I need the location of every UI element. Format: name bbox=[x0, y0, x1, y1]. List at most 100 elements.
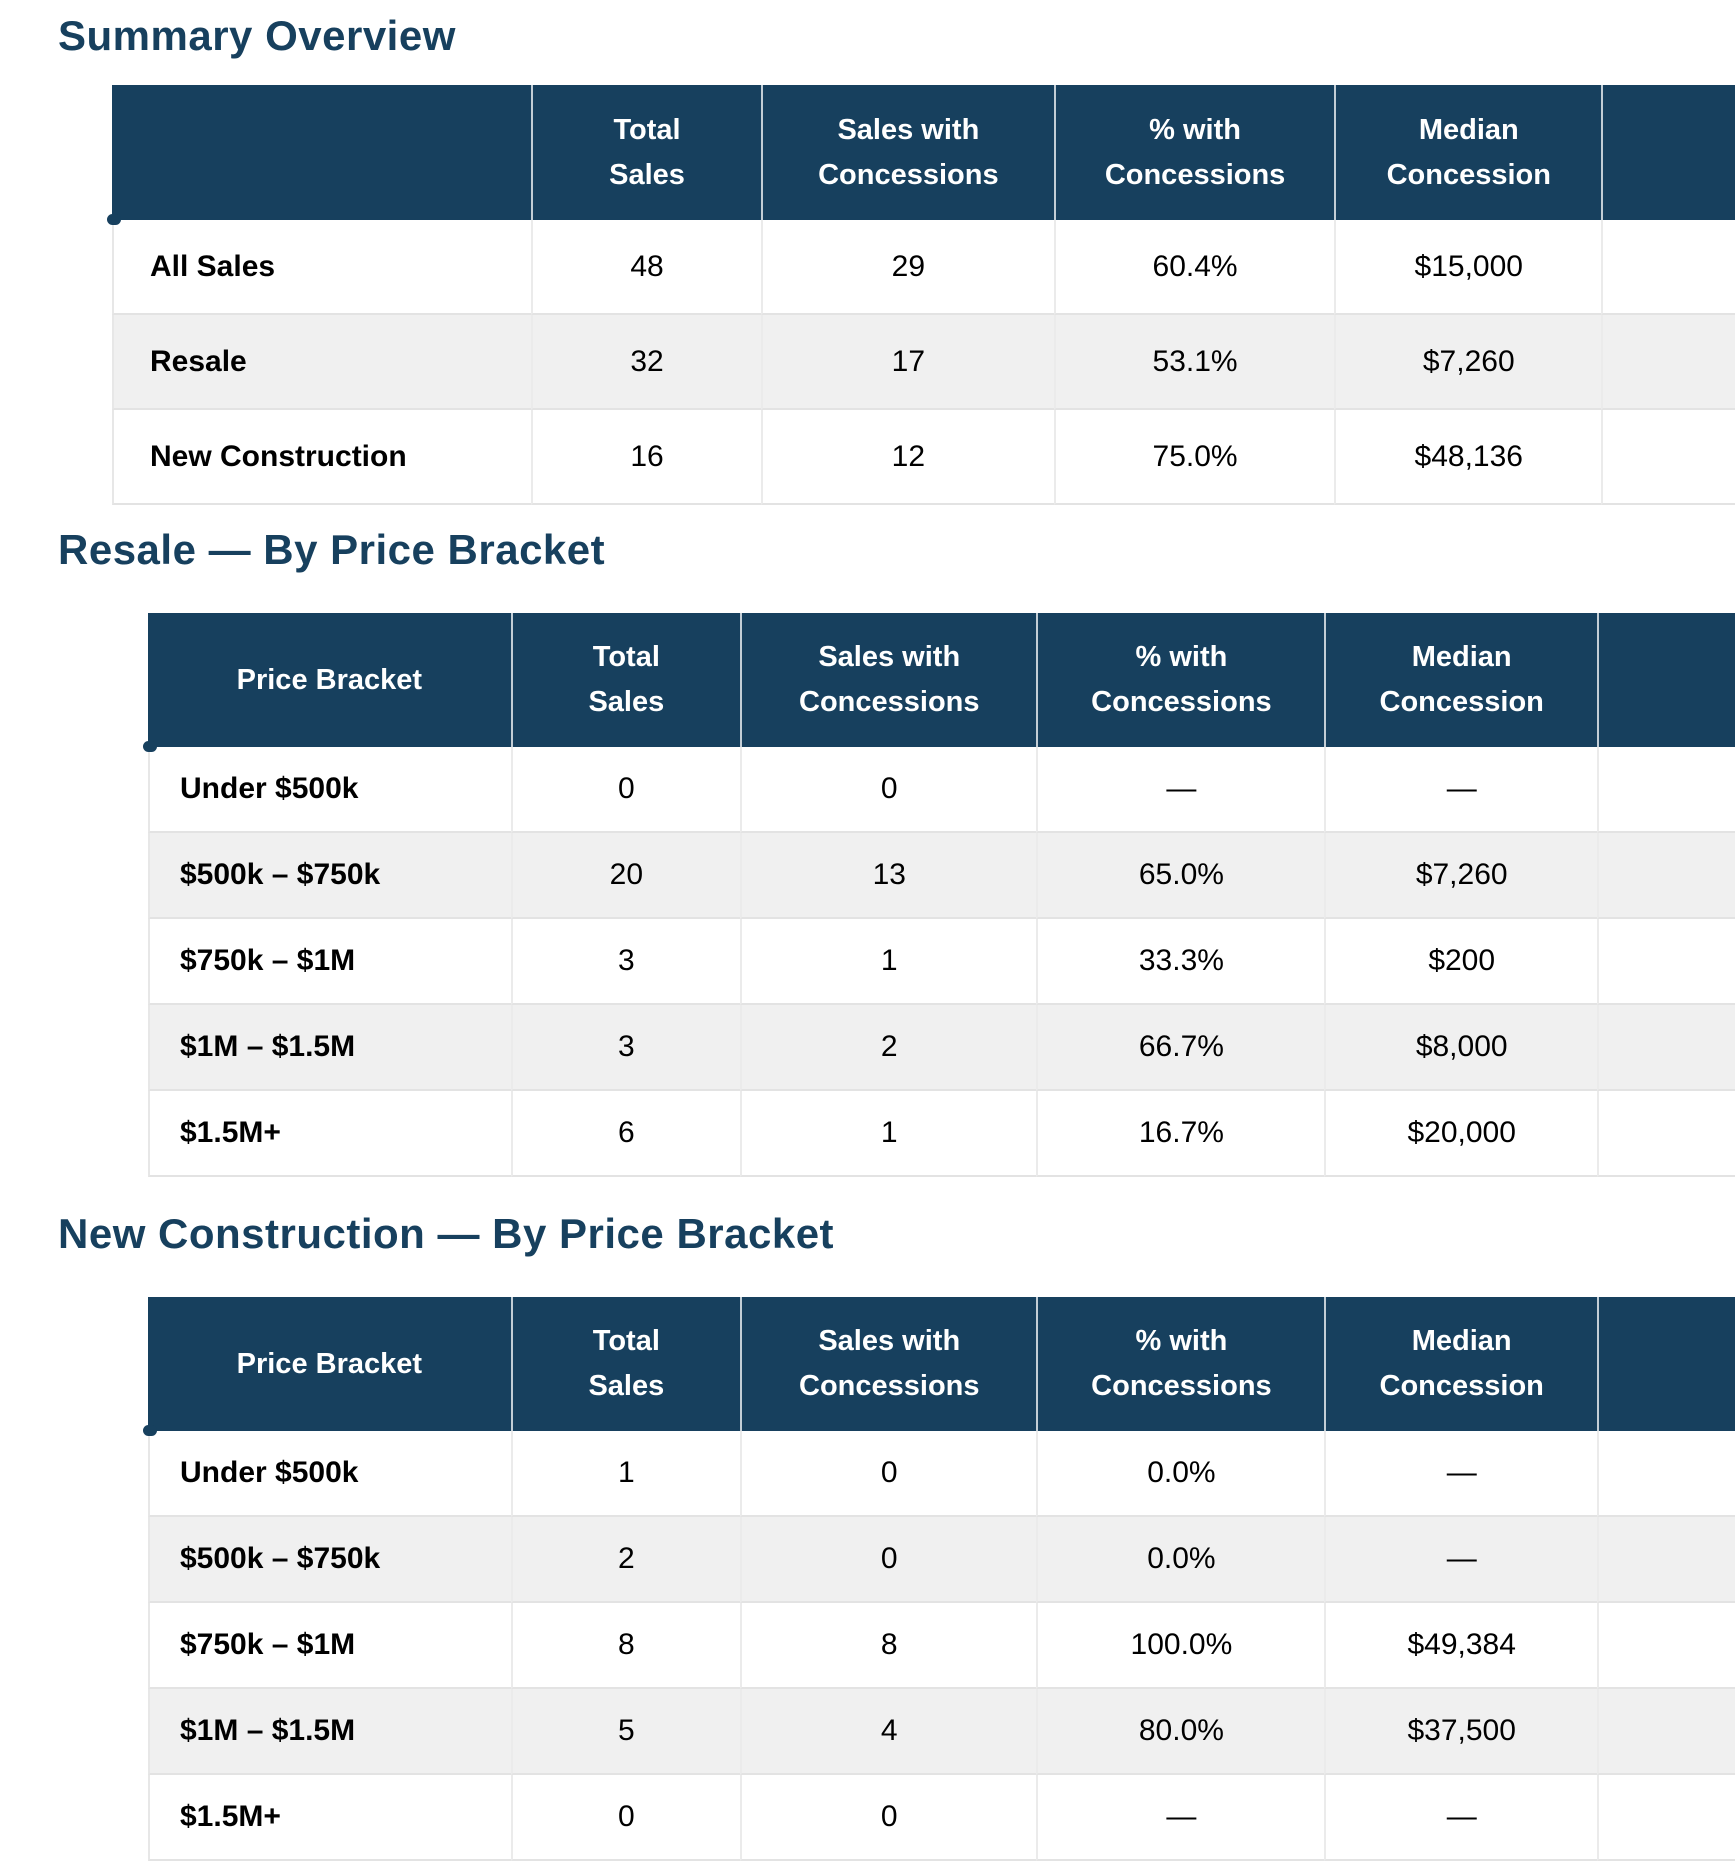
row-label-cell: $750k – $1M bbox=[148, 1603, 511, 1689]
column-header-price-bracket: Price Bracket bbox=[143, 1297, 511, 1436]
table-row: $750k – $1M 8 8 100.0% $49,384 bbox=[148, 1603, 1735, 1689]
header-line: Concession bbox=[1386, 158, 1551, 191]
value-cell-cutoff bbox=[1597, 1517, 1735, 1603]
value-cell: 0 bbox=[740, 1431, 1037, 1517]
table-row: Under $500k 0 0 — — bbox=[148, 747, 1735, 833]
value-cell: $8,000 bbox=[1324, 1005, 1598, 1091]
column-header-sales-with-concessions: Sales with Concessions bbox=[740, 613, 1037, 747]
column-header-cutoff bbox=[1597, 613, 1735, 747]
value-cell: 6 bbox=[510, 1091, 741, 1177]
row-label-cell: All Sales bbox=[112, 220, 532, 315]
value-cell-cutoff bbox=[1597, 1603, 1735, 1689]
value-cell-cutoff bbox=[1597, 1005, 1735, 1091]
header-line: Concession bbox=[1379, 1370, 1544, 1402]
table-row: Resale 32 17 53.1% $7,260 bbox=[112, 315, 1735, 410]
header-line: Price Bracket bbox=[236, 663, 423, 696]
new-construction-table-head: Price Bracket Total Sales Sales with Conce… bbox=[143, 1297, 1735, 1436]
column-header-cutoff bbox=[1597, 1297, 1735, 1431]
value-cell: 1 bbox=[740, 919, 1037, 1005]
value-cell: 16.7% bbox=[1036, 1091, 1325, 1177]
header-line: Sales bbox=[609, 158, 685, 191]
value-cell: 0 bbox=[510, 1775, 741, 1861]
header-line: Sales with bbox=[837, 113, 980, 146]
value-cell: 0.0% bbox=[1036, 1517, 1325, 1603]
section-title-resale: Resale — By Price Bracket bbox=[58, 526, 606, 573]
value-cell: 5 bbox=[510, 1689, 741, 1775]
table-row: $1M – $1.5M 3 2 66.7% $8,000 bbox=[148, 1005, 1735, 1091]
value-cell: 3 bbox=[510, 1005, 741, 1091]
column-header-total-sales: Total Sales bbox=[510, 613, 741, 747]
new-construction-table: Price Bracket Total Sales Sales with Conce… bbox=[143, 1297, 1735, 1861]
column-header-pct-with-concessions: % with Concessions bbox=[1036, 1297, 1325, 1431]
value-cell-cutoff bbox=[1597, 1689, 1735, 1775]
value-cell: $37,500 bbox=[1324, 1689, 1598, 1775]
value-cell: — bbox=[1324, 747, 1598, 833]
row-label-cell: $750k – $1M bbox=[148, 919, 511, 1005]
value-cell: 100.0% bbox=[1036, 1603, 1325, 1689]
value-cell: 48 bbox=[531, 220, 761, 315]
summary-table-container: Total Sales Sales with Concessions % with C… bbox=[106, 85, 1735, 505]
header-line: Total bbox=[613, 113, 681, 146]
value-cell: 66.7% bbox=[1036, 1005, 1325, 1091]
header-line: Sales with bbox=[818, 641, 961, 673]
table-row: Under $500k 1 0 0.0% — bbox=[148, 1431, 1735, 1517]
value-cell: — bbox=[1036, 1775, 1325, 1861]
resale-table: Price Bracket Total Sales Sales with Conce… bbox=[143, 613, 1735, 1177]
row-label-cell: New Construction bbox=[112, 410, 532, 505]
value-cell: — bbox=[1036, 747, 1325, 833]
value-cell: 4 bbox=[740, 1689, 1037, 1775]
row-label-cell: Under $500k bbox=[148, 747, 511, 833]
header-line: Median bbox=[1418, 113, 1519, 146]
value-cell-cutoff bbox=[1597, 747, 1735, 833]
value-cell: 29 bbox=[760, 220, 1054, 315]
column-header-median-concession: Median Concession bbox=[1334, 85, 1602, 220]
header-line: Concessions bbox=[1104, 158, 1286, 191]
column-header-sales-with-concessions: Sales with Concessions bbox=[740, 1297, 1037, 1431]
value-cell: 1 bbox=[510, 1431, 741, 1517]
column-header-pct-with-concessions: % with Concessions bbox=[1053, 85, 1335, 220]
value-cell: $15,000 bbox=[1334, 220, 1602, 315]
value-cell: 75.0% bbox=[1053, 410, 1335, 505]
value-cell-cutoff bbox=[1601, 315, 1735, 410]
header-line: Median bbox=[1411, 641, 1512, 673]
resale-table-container: Price Bracket Total Sales Sales with Conce… bbox=[143, 613, 1735, 1177]
value-cell-cutoff bbox=[1601, 410, 1735, 505]
table-row: $1.5M+ 6 1 16.7% $20,000 bbox=[148, 1091, 1735, 1177]
row-label-cell: Under $500k bbox=[148, 1431, 511, 1517]
summary-table: Total Sales Sales with Concessions % with C… bbox=[106, 85, 1735, 505]
section-title-summary: Summary Overview bbox=[58, 12, 456, 59]
column-header-blank bbox=[106, 85, 532, 225]
value-cell-cutoff bbox=[1597, 1775, 1735, 1861]
value-cell: 60.4% bbox=[1053, 220, 1335, 315]
value-cell: 80.0% bbox=[1036, 1689, 1325, 1775]
value-cell: $49,384 bbox=[1324, 1603, 1598, 1689]
column-header-total-sales: Total Sales bbox=[510, 1297, 741, 1431]
header-line: Concessions bbox=[1091, 686, 1272, 718]
column-header-median-concession: Median Concession bbox=[1324, 1297, 1598, 1431]
value-cell: 3 bbox=[510, 919, 741, 1005]
table-row: $500k – $750k 2 0 0.0% — bbox=[148, 1517, 1735, 1603]
header-line: % with bbox=[1149, 113, 1241, 146]
value-cell: 8 bbox=[510, 1603, 741, 1689]
value-cell: 0.0% bbox=[1036, 1431, 1325, 1517]
table-row: $750k – $1M 3 1 33.3% $200 bbox=[148, 919, 1735, 1005]
value-cell: 65.0% bbox=[1036, 833, 1325, 919]
value-cell-cutoff bbox=[1597, 833, 1735, 919]
column-header-cutoff bbox=[1601, 85, 1735, 220]
header-line: Sales with bbox=[818, 1325, 961, 1357]
row-label-cell: $500k – $750k bbox=[148, 833, 511, 919]
value-cell: 1 bbox=[740, 1091, 1037, 1177]
value-cell: $7,260 bbox=[1334, 315, 1602, 410]
header-line: Price Bracket bbox=[236, 1347, 423, 1380]
value-cell-cutoff bbox=[1601, 220, 1735, 315]
row-label-cell: $1M – $1.5M bbox=[148, 1689, 511, 1775]
table-row: $1M – $1.5M 5 4 80.0% $37,500 bbox=[148, 1689, 1735, 1775]
column-header-sales-with-concessions: Sales with Concessions bbox=[760, 85, 1054, 220]
value-cell: 16 bbox=[531, 410, 761, 505]
value-cell-cutoff bbox=[1597, 1091, 1735, 1177]
value-cell: 0 bbox=[740, 1775, 1037, 1861]
value-cell: 17 bbox=[760, 315, 1054, 410]
header-line: Concessions bbox=[799, 686, 980, 718]
section-title-new-construction: New Construction — By Price Bracket bbox=[58, 1210, 835, 1257]
value-cell: 0 bbox=[510, 747, 741, 833]
